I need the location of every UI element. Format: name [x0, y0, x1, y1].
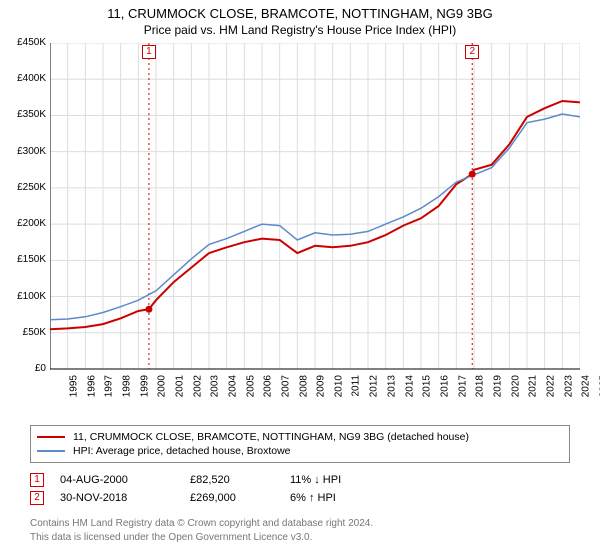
attribution-line: Contains HM Land Registry data © Crown c…: [30, 517, 570, 531]
x-axis-label: 2008: [298, 375, 309, 397]
legend: 11, CRUMMOCK CLOSE, BRAMCOTE, NOTTINGHAM…: [30, 425, 570, 463]
x-axis-label: 2003: [210, 375, 221, 397]
sale-marker-flag: 1: [142, 45, 156, 59]
sale-date: 04-AUG-2000: [60, 474, 190, 486]
chart-svg: [50, 43, 580, 383]
y-axis-label: £50K: [2, 327, 46, 338]
legend-row: HPI: Average price, detached house, Brox…: [37, 444, 563, 458]
x-axis-label: 2022: [545, 375, 556, 397]
chart-title-line2: Price paid vs. HM Land Registry's House …: [0, 23, 600, 37]
x-axis-label: 2011: [350, 375, 361, 397]
plot-area: £0 £50K £100K £150K £200K £250K £300K £350K £400…: [0, 39, 600, 419]
x-axis-label: 2018: [475, 375, 486, 397]
x-axis-label: 1997: [104, 375, 115, 397]
sale-marker-icon: 2: [30, 491, 44, 505]
x-axis-label: 2012: [369, 375, 380, 397]
legend-swatch: [37, 450, 65, 452]
y-axis-label: £250K: [2, 182, 46, 193]
y-axis-label: £100K: [2, 291, 46, 302]
x-axis-label: 2014: [404, 375, 415, 397]
chart-title-line1: 11, CRUMMOCK CLOSE, BRAMCOTE, NOTTINGHAM…: [0, 6, 600, 21]
x-axis-label: 2020: [510, 375, 521, 397]
x-axis-label: 2019: [492, 375, 503, 397]
x-axis-label: 1998: [121, 375, 132, 397]
x-axis-label: 2000: [157, 375, 168, 397]
sale-price: £82,520: [190, 474, 290, 486]
attribution-line: This data is licensed under the Open Gov…: [30, 531, 570, 545]
chart-title-block: 11, CRUMMOCK CLOSE, BRAMCOTE, NOTTINGHAM…: [0, 0, 600, 39]
x-axis-label: 1999: [139, 375, 150, 397]
sale-delta: 11% ↓ HPI: [290, 474, 380, 486]
sale-marker-icon: 1: [30, 473, 44, 487]
legend-swatch: [37, 436, 65, 438]
x-axis-label: 2013: [386, 375, 397, 397]
x-axis-label: 2002: [192, 375, 203, 397]
x-axis-label: 2007: [280, 375, 291, 397]
sale-date: 30-NOV-2018: [60, 492, 190, 504]
legend-label: HPI: Average price, detached house, Brox…: [73, 445, 291, 457]
attribution: Contains HM Land Registry data © Crown c…: [30, 517, 570, 544]
x-axis-label: 2009: [316, 375, 327, 397]
x-axis-label: 2017: [457, 375, 468, 397]
x-axis-label: 2023: [563, 375, 574, 397]
y-axis-label: £350K: [2, 109, 46, 120]
x-axis-label: 2006: [263, 375, 274, 397]
x-axis-label: 2004: [227, 375, 238, 397]
x-axis-label: 1996: [86, 375, 97, 397]
y-axis-label: £200K: [2, 218, 46, 229]
sale-price: £269,000: [190, 492, 290, 504]
x-axis-label: 2001: [174, 375, 185, 397]
sale-row: 1 04-AUG-2000 £82,520 11% ↓ HPI: [30, 471, 570, 489]
y-axis-label: £450K: [2, 37, 46, 48]
y-axis-label: £0: [2, 363, 46, 374]
y-axis-label: £150K: [2, 254, 46, 265]
sales-table: 1 04-AUG-2000 £82,520 11% ↓ HPI 2 30-NOV…: [30, 471, 570, 507]
x-axis-label: 2010: [333, 375, 344, 397]
x-axis-label: 2015: [422, 375, 433, 397]
x-axis-label: 2016: [439, 375, 450, 397]
legend-label: 11, CRUMMOCK CLOSE, BRAMCOTE, NOTTINGHAM…: [73, 431, 469, 443]
x-axis-label: 2005: [245, 375, 256, 397]
sale-marker-flag: 2: [465, 45, 479, 59]
x-axis-label: 2021: [528, 375, 539, 397]
x-axis-label: 1995: [68, 375, 79, 397]
y-axis-label: £400K: [2, 73, 46, 84]
sale-delta: 6% ↑ HPI: [290, 492, 380, 504]
sale-row: 2 30-NOV-2018 £269,000 6% ↑ HPI: [30, 489, 570, 507]
x-axis-label: 2024: [581, 375, 592, 397]
y-axis-label: £300K: [2, 146, 46, 157]
legend-row: 11, CRUMMOCK CLOSE, BRAMCOTE, NOTTINGHAM…: [37, 430, 563, 444]
